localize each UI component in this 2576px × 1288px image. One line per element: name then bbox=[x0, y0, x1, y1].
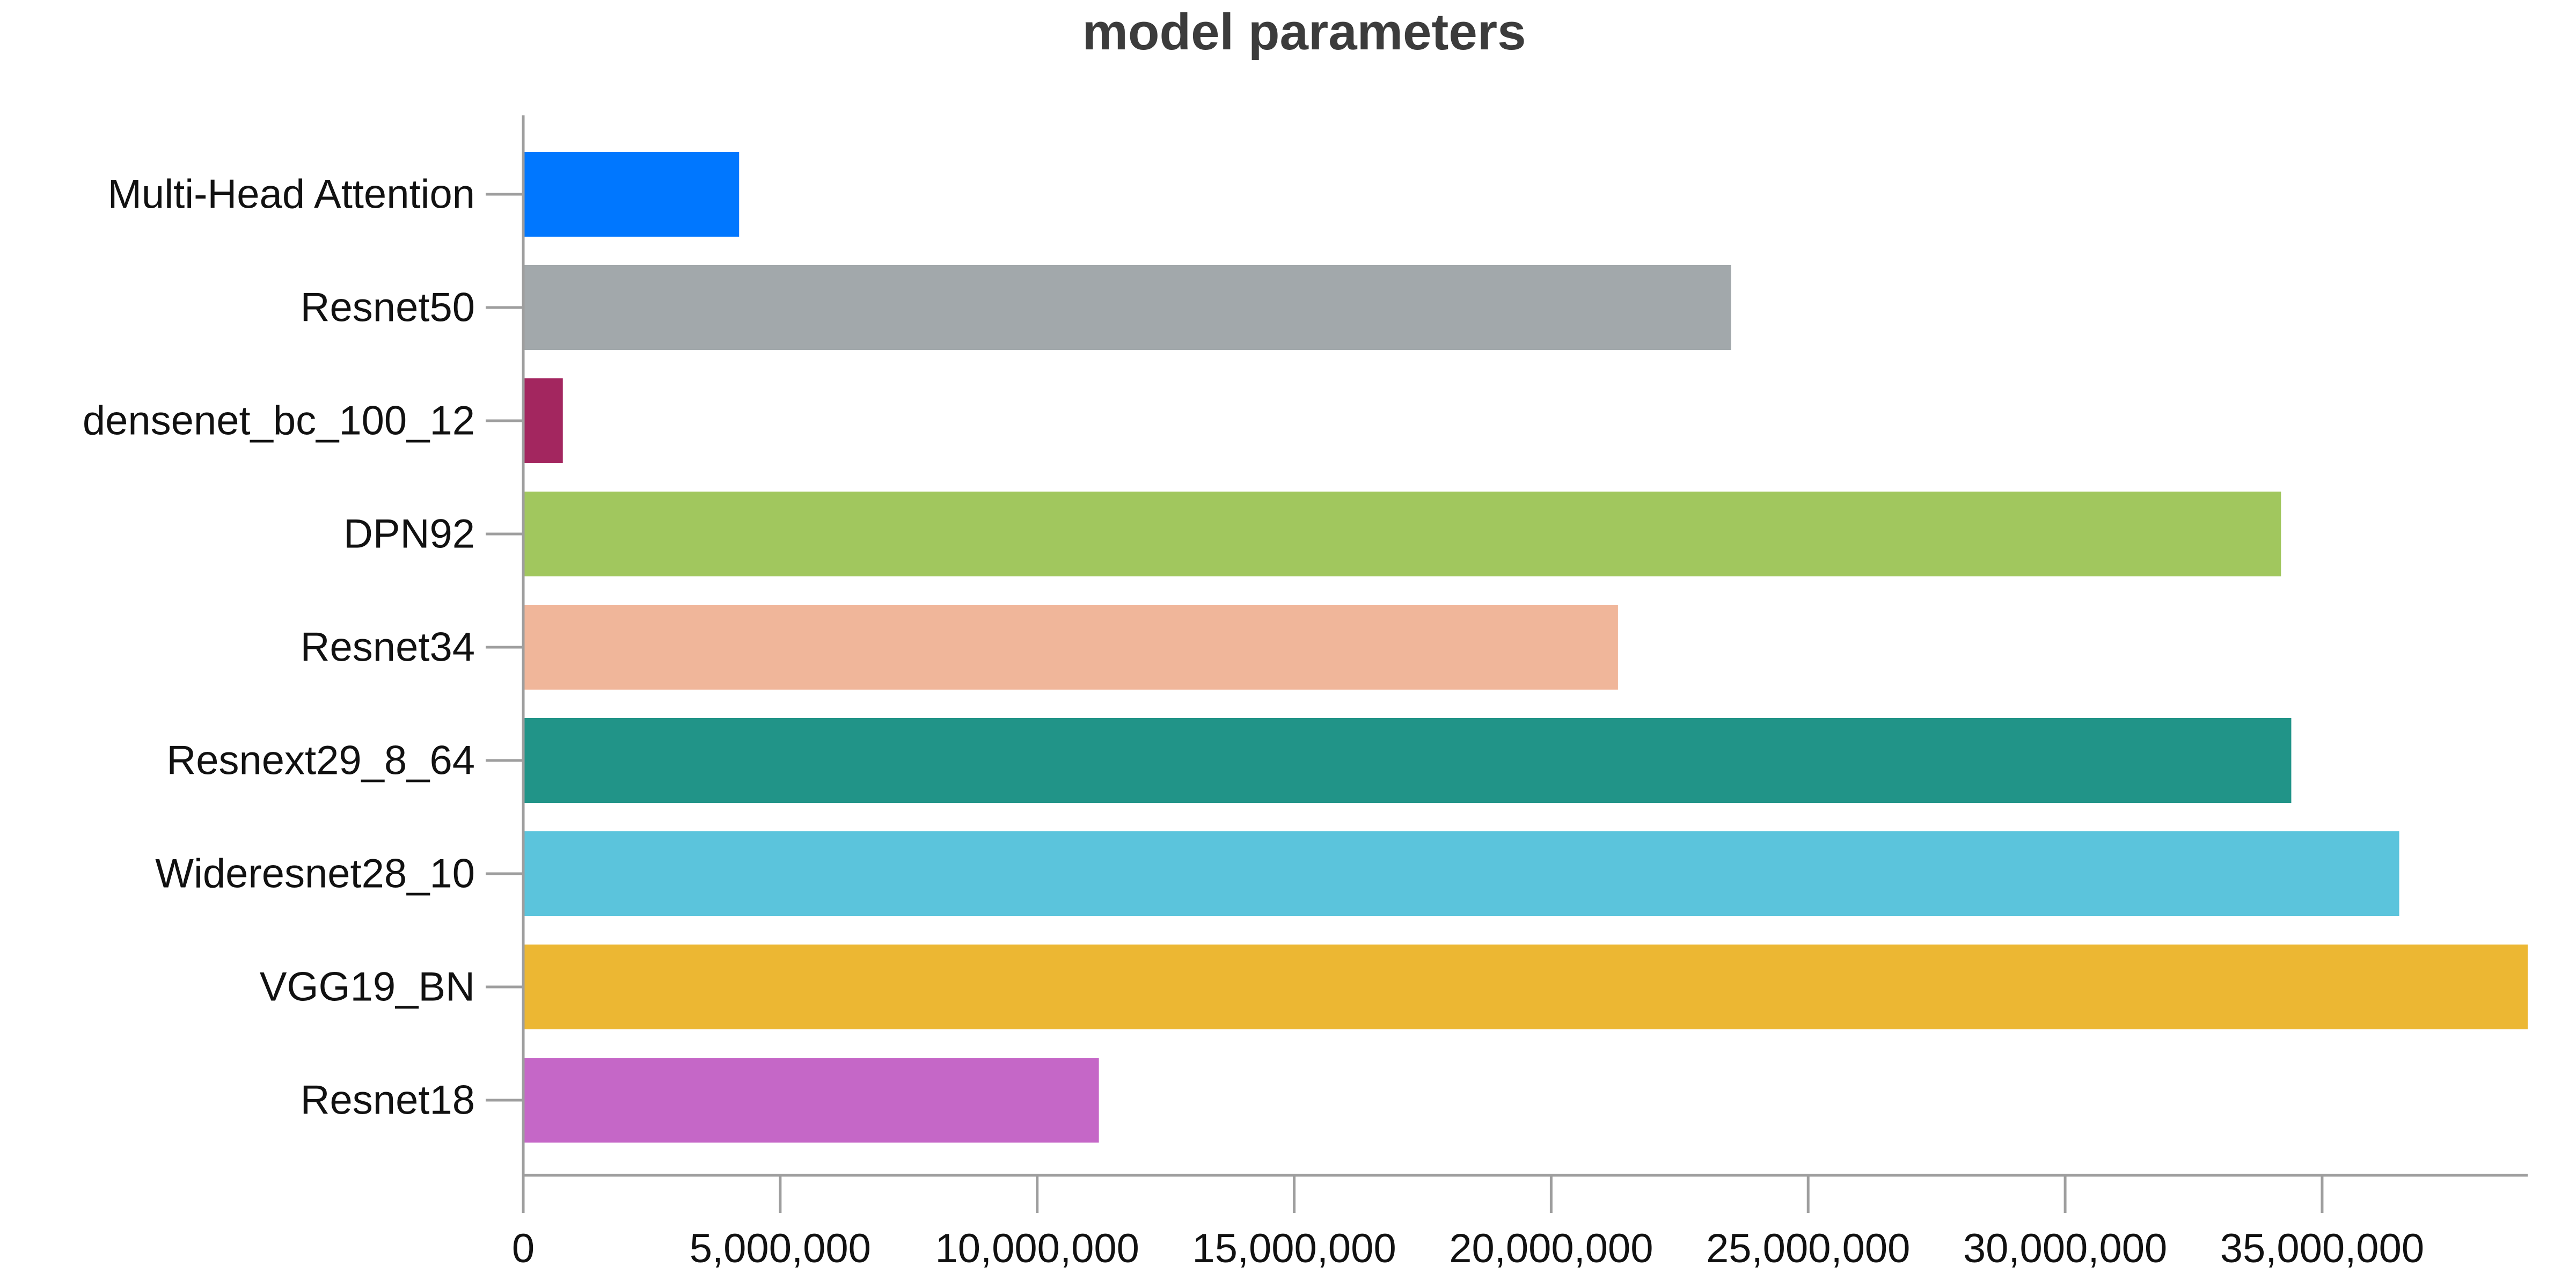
bar-multi-head-attention bbox=[523, 152, 740, 237]
y-tick-label-resnet18: Resnet18 bbox=[301, 1078, 475, 1123]
x-tick-label: 35,000,000 bbox=[2220, 1226, 2424, 1271]
bar-vgg19-bn bbox=[523, 945, 2528, 1029]
x-tick-label: 5,000,000 bbox=[690, 1226, 871, 1271]
y-tick-label-vgg19-bn: VGG19_BN bbox=[260, 964, 475, 1010]
bar-resnet18 bbox=[523, 1058, 1099, 1143]
x-tick-label: 25,000,000 bbox=[1706, 1226, 1910, 1271]
x-tick-label: 10,000,000 bbox=[935, 1226, 1139, 1271]
bar-densenet-bc-100-12 bbox=[523, 378, 563, 463]
bar-wideresnet28-10 bbox=[523, 831, 2399, 916]
chart-title: model parameters bbox=[1082, 3, 1526, 61]
y-tick-label-wideresnet28-10: Wideresnet28_10 bbox=[155, 851, 475, 897]
y-tick-label-resnet50: Resnet50 bbox=[301, 285, 475, 331]
y-tick-label-resnet34: Resnet34 bbox=[301, 625, 475, 670]
x-tick-label: 20,000,000 bbox=[1449, 1226, 1653, 1271]
bar-dpn92 bbox=[523, 492, 2281, 576]
y-axis: Multi-Head Attention Resnet50 densenet_bc_… bbox=[83, 115, 525, 1175]
x-tick-label: 0 bbox=[512, 1226, 535, 1271]
bar-resnext29-8-64 bbox=[523, 718, 2292, 803]
bar-resnet50 bbox=[523, 265, 1731, 350]
x-tick-label: 15,000,000 bbox=[1192, 1226, 1396, 1271]
bars-group bbox=[523, 152, 2528, 1143]
y-tick-label-resnext29-8-64: Resnext29_8_64 bbox=[166, 738, 475, 784]
x-axis: 0 5,000,000 10,000,000 15,000,000 20,000,000… bbox=[512, 1174, 2528, 1271]
y-tick-label-multi-head-attention: Multi-Head Attention bbox=[108, 172, 475, 217]
x-tick-label: 30,000,000 bbox=[1963, 1226, 2167, 1271]
y-tick-label-densenet-bc-100-12: densenet_bc_100_12 bbox=[83, 398, 475, 444]
bar-resnet34 bbox=[523, 605, 1618, 690]
y-tick-label-dpn92: DPN92 bbox=[343, 511, 475, 557]
